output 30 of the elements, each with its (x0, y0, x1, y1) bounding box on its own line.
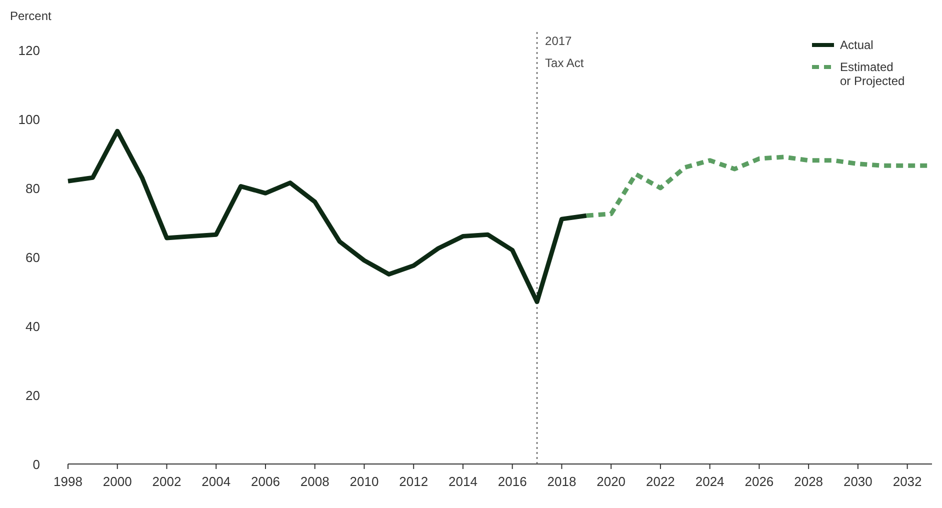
y-tick-label: 100 (18, 112, 40, 127)
x-tick-label: 2008 (300, 474, 330, 489)
ref-line-label: 2017 Tax Act (545, 34, 584, 70)
y-tick-label: 0 (32, 457, 40, 472)
x-tick-label: 2014 (448, 474, 478, 489)
x-tick-label: 2024 (695, 474, 724, 489)
y-tick-label: 120 (18, 43, 40, 58)
x-tick-label: 2006 (251, 474, 280, 489)
y-axis-title: Percent (10, 9, 52, 23)
x-tick-label: 2004 (202, 474, 231, 489)
x-tick-label: 2030 (843, 474, 872, 489)
x-tick-label: 2028 (794, 474, 824, 489)
legend-label: Actual (840, 38, 874, 52)
x-tick-label: 2002 (152, 474, 182, 489)
x-tick-label: 2010 (350, 474, 379, 489)
x-tick-label: 2016 (498, 474, 527, 489)
legend-label: Estimated or Projected (840, 60, 905, 88)
y-tick-label: 60 (26, 250, 40, 265)
y-tick-label: 20 (26, 388, 40, 403)
x-tick-label: 2032 (892, 474, 922, 489)
x-tick-label: 2020 (596, 474, 626, 489)
y-tick-label: 40 (26, 319, 40, 334)
x-tick-label: 2026 (744, 474, 774, 489)
x-tick-label: 1998 (54, 474, 82, 489)
x-tick-label: 2018 (547, 474, 576, 489)
line-series (66, 128, 589, 304)
y-tick-label: 80 (26, 181, 40, 196)
x-tick-label: 2022 (646, 474, 675, 489)
x-tick-label: 2000 (102, 474, 132, 489)
x-tick-label: 2012 (399, 474, 428, 489)
